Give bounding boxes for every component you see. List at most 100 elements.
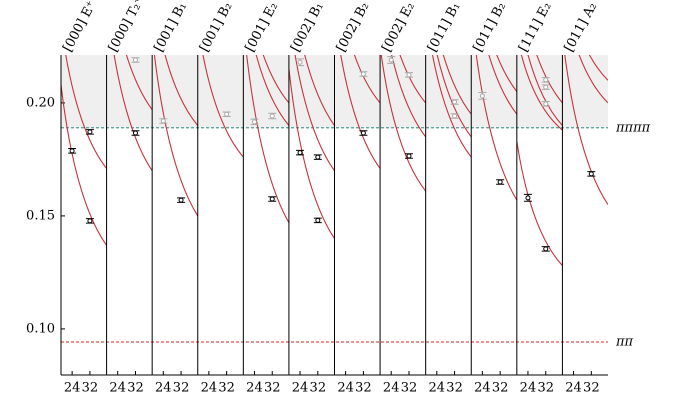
point	[406, 153, 412, 159]
point	[543, 246, 549, 252]
point	[452, 113, 458, 119]
curve	[391, 55, 426, 138]
point	[87, 218, 93, 224]
curve	[399, 55, 426, 104]
x-tick-label: 32	[173, 381, 190, 396]
panel-title: [001] E₂	[243, 0, 282, 55]
curve	[475, 55, 517, 201]
x-tick-label: 32	[401, 381, 418, 396]
curve	[564, 55, 609, 205]
curve	[304, 55, 335, 126]
panel-title: [011] B₁	[425, 0, 464, 55]
x-tick-label: 32	[446, 381, 463, 396]
panel	[431, 55, 472, 158]
x-tick-label: 24	[429, 381, 446, 396]
panel	[564, 55, 609, 205]
point	[388, 57, 394, 63]
curve	[202, 55, 244, 158]
x-tick-label: 32	[127, 381, 144, 396]
shade	[471, 55, 517, 128]
point	[178, 197, 184, 203]
curve	[288, 68, 335, 239]
x-tick-label: 32	[264, 381, 281, 396]
point	[452, 99, 458, 105]
panel	[202, 55, 244, 158]
panel-title: [111] E₂	[516, 0, 555, 55]
x-tick-label: 24	[565, 381, 582, 396]
point	[132, 57, 138, 63]
point	[525, 195, 531, 201]
curve	[340, 55, 381, 169]
panel	[246, 55, 289, 223]
point	[297, 150, 303, 156]
curve	[255, 55, 289, 126]
point	[360, 71, 366, 77]
curve	[61, 84, 107, 246]
x-tick-label: 24	[292, 381, 309, 396]
panel	[340, 55, 381, 169]
panel	[516, 55, 563, 266]
x-tick-label: 24	[64, 381, 81, 396]
shade	[61, 55, 107, 128]
point	[87, 129, 93, 135]
x-tick-label: 24	[201, 381, 218, 396]
shade	[288, 55, 335, 128]
y-tick-label: 0.10	[26, 321, 55, 336]
point	[588, 171, 594, 177]
point	[497, 179, 503, 185]
curve	[164, 55, 198, 126]
curve	[65, 55, 107, 169]
threshold-label: ππ	[615, 335, 634, 350]
panel-title: [002] B₁	[288, 0, 327, 55]
curve	[527, 55, 563, 126]
point	[479, 93, 485, 99]
point	[269, 113, 275, 119]
curve	[578, 55, 609, 104]
x-tick-label: 32	[492, 381, 509, 396]
x-tick-label: 32	[355, 381, 372, 396]
point	[132, 130, 138, 136]
panel-title: [002] B₂	[334, 0, 373, 55]
curve	[353, 55, 381, 104]
panel-title: [000] T₂⁺	[106, 0, 147, 55]
panel-title: [001] B₂	[197, 0, 236, 55]
curve	[496, 55, 517, 92]
curve	[588, 55, 609, 81]
panel	[61, 55, 107, 246]
curve	[125, 55, 153, 111]
point	[543, 101, 549, 107]
curve	[516, 141, 563, 266]
x-tick-label: 32	[218, 381, 235, 396]
x-tick-label: 32	[583, 381, 600, 396]
point	[269, 196, 275, 202]
curve	[431, 55, 472, 158]
x-tick-label: 24	[520, 381, 537, 396]
point	[406, 72, 412, 78]
point	[543, 84, 549, 90]
point	[224, 111, 230, 117]
panel-title: [001] B₁	[152, 0, 191, 55]
threshold-label: ππππ	[615, 120, 651, 135]
shade	[334, 55, 381, 128]
curve	[262, 55, 289, 104]
panel-title: [011] A₂	[562, 0, 600, 54]
shade	[562, 55, 608, 128]
x-tick-label: 24	[337, 381, 354, 396]
x-tick-label: 32	[82, 381, 99, 396]
x-tick-label: 24	[109, 381, 126, 396]
curve	[113, 55, 153, 172]
point	[69, 148, 75, 154]
point	[315, 154, 321, 160]
panel	[288, 55, 335, 239]
panel-title: [000] E⁺	[60, 0, 99, 55]
point	[297, 59, 303, 65]
curve	[520, 55, 563, 131]
x-tick-label: 24	[383, 381, 400, 396]
curve	[246, 55, 289, 223]
curve	[153, 55, 198, 217]
panel	[153, 55, 198, 217]
x-tick-label: 32	[310, 381, 327, 396]
y-tick-label: 0.20	[26, 95, 55, 110]
curve	[294, 55, 335, 172]
